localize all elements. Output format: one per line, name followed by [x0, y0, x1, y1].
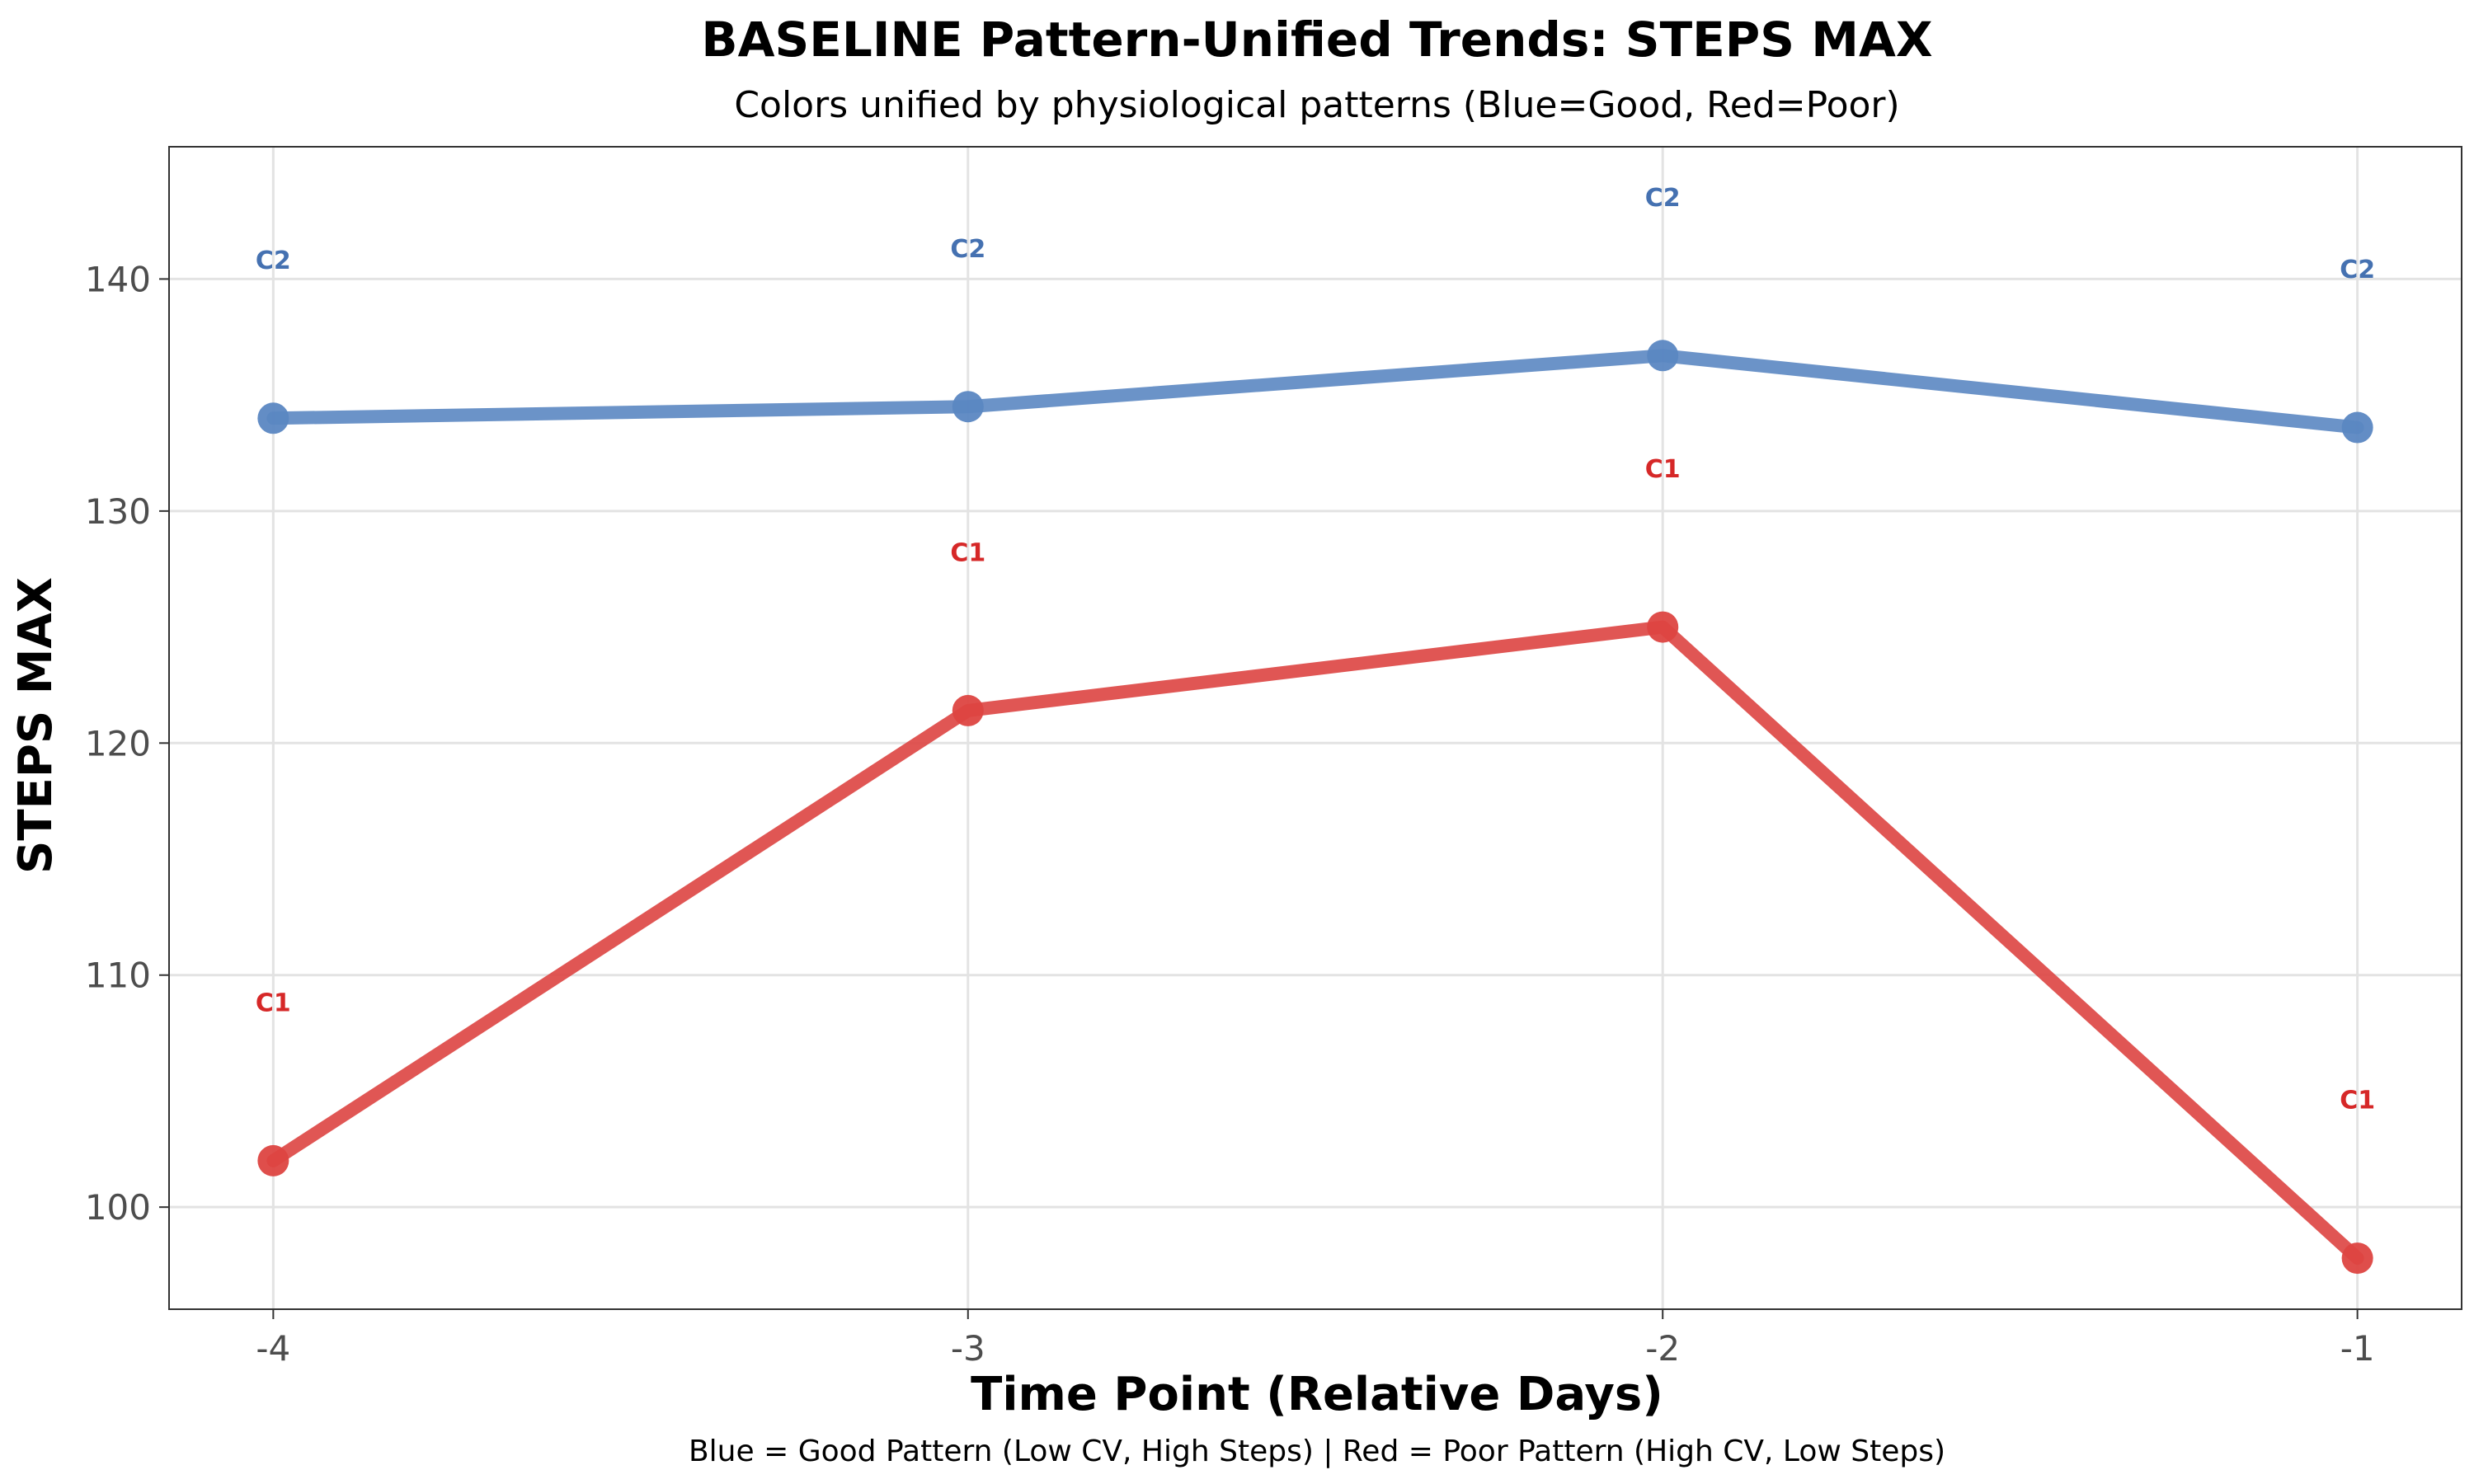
- point-labels: C2 C2 C2 C2 C1 C1 C1 C1: [256, 184, 2375, 1115]
- series-line-c2: [266, 349, 2364, 434]
- point-label-c2: C2: [2340, 256, 2375, 284]
- x-tick-label: -1: [2340, 1328, 2375, 1369]
- data-point-c1: [1647, 611, 1679, 643]
- point-label-c2: C2: [256, 247, 291, 275]
- x-axis-ticks: -4 -3 -2 -1: [256, 1309, 2375, 1369]
- data-points: [257, 340, 2373, 1275]
- x-tick-label: -2: [1645, 1328, 1680, 1369]
- point-label-c1: C1: [2340, 1087, 2375, 1115]
- series-line-c1: [266, 620, 2364, 1266]
- y-tick-label: 140: [85, 259, 151, 299]
- data-point-c1: [952, 694, 984, 726]
- y-tick-label: 120: [85, 723, 151, 763]
- point-label-c1: C1: [256, 989, 291, 1018]
- data-point-c2: [257, 402, 289, 434]
- y-tick-label: 100: [85, 1187, 151, 1228]
- x-tick-label: -3: [951, 1328, 985, 1369]
- data-point-c1: [257, 1144, 289, 1176]
- chart-title: BASELINE Pattern-Unified Trends: STEPS M…: [701, 12, 1932, 68]
- point-label-c1: C1: [1645, 455, 1681, 484]
- x-tick-label: -4: [256, 1328, 290, 1369]
- data-point-c1: [2341, 1242, 2373, 1275]
- chart-caption: Blue = Good Pattern (Low CV, High Steps)…: [689, 1435, 1945, 1468]
- grid: [169, 147, 2462, 1309]
- data-point-c2: [2341, 411, 2373, 444]
- chart-subtitle: Colors unified by physiological patterns…: [734, 84, 1899, 126]
- data-point-c2: [952, 391, 984, 423]
- point-label-c2: C2: [950, 235, 985, 264]
- x-axis-label: Time Point (Relative Days): [971, 1368, 1663, 1421]
- y-tick-label: 130: [85, 491, 151, 532]
- data-point-c2: [1647, 340, 1679, 372]
- y-tick-label: 110: [85, 956, 151, 996]
- series-lines: [266, 349, 2364, 1266]
- plot-panel-border: [168, 146, 2462, 1310]
- point-label-c1: C1: [950, 539, 985, 568]
- y-axis-label: STEPS MAX: [9, 577, 63, 874]
- y-axis-ticks: 100 110 120 130 140: [85, 259, 169, 1228]
- point-label-c2: C2: [1645, 184, 1681, 213]
